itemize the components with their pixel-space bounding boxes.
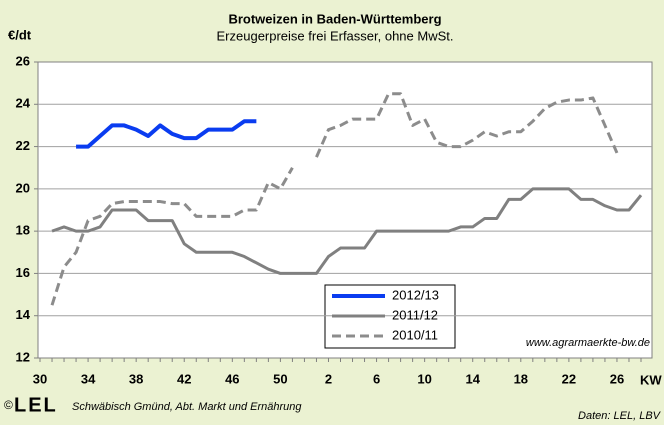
series-line [76, 119, 257, 149]
x-tick-label: 14 [465, 371, 480, 386]
legend-label: 2012/13 [392, 287, 439, 302]
source-note: www.agrarmaerkte-bw.de [526, 337, 650, 349]
x-tick-label: 30 [33, 371, 47, 386]
y-tick-label: 22 [16, 138, 30, 153]
y-tick-label: 26 [16, 53, 30, 68]
y-tick-label: 16 [16, 265, 30, 280]
y-tick-label: 12 [16, 349, 30, 364]
x-tick-label: 26 [610, 371, 624, 386]
copyright: © [4, 398, 13, 412]
x-tick-label: 6 [373, 371, 380, 386]
x-tick-label: 38 [129, 371, 143, 386]
y-tick-label: 18 [16, 223, 30, 238]
y-tick-label: 20 [16, 180, 30, 195]
x-tick-label: 10 [417, 371, 431, 386]
logo: LEL [14, 394, 58, 416]
footer: Schwäbisch Gmünd, Abt. Markt und Ernähru… [72, 401, 302, 413]
x-tick-label: 22 [562, 371, 576, 386]
x-tick-label: 2 [325, 371, 332, 386]
y-tick-label: 24 [16, 96, 31, 111]
series-line [50, 92, 619, 306]
x-axis-label: KW [640, 372, 662, 387]
x-tick-label: 34 [81, 371, 96, 386]
x-tick-label: 46 [225, 371, 239, 386]
chart-subtitle: Erzeugerpreise frei Erfasser, ohne MwSt. [217, 28, 454, 43]
y-axis-label: €/dt [8, 27, 32, 42]
data-source: Daten: LEL, LBV [578, 410, 662, 422]
legend-label: 2011/12 [392, 307, 438, 322]
legend-label: 2010/11 [392, 327, 438, 342]
x-tick-label: 50 [273, 371, 287, 386]
series-line [51, 187, 643, 275]
chart-title: Brotweizen in Baden-Württemberg [228, 11, 441, 26]
x-tick-label: 42 [177, 371, 191, 386]
x-tick-label: 18 [514, 371, 528, 386]
y-tick-label: 14 [16, 307, 31, 322]
